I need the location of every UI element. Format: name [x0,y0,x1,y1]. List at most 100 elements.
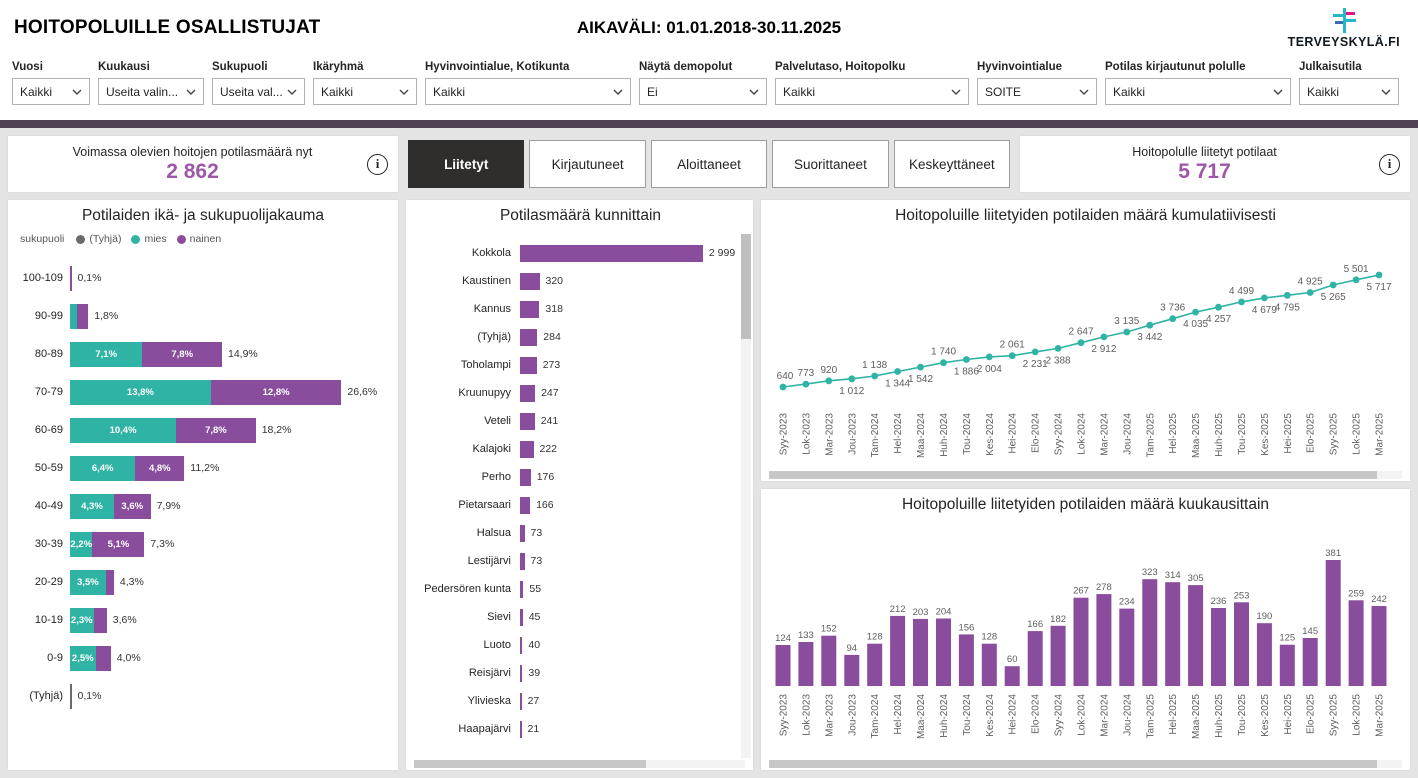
month-bar[interactable] [1188,585,1204,686]
filter-dropdown[interactable]: SOITE [977,78,1097,105]
month-bar[interactable] [958,634,974,686]
data-point[interactable] [917,363,924,371]
bar-segment-tyhja[interactable] [70,683,72,709]
data-point[interactable] [1375,271,1383,279]
filter-dropdown[interactable]: Useita val... [212,78,305,105]
municipality-bar[interactable] [520,356,537,374]
month-bar[interactable] [1302,638,1318,686]
month-bar[interactable] [1279,644,1295,686]
municipality-bar[interactable] [520,636,523,654]
municipality-bar[interactable] [520,468,531,486]
bar-segment-nainen[interactable]: 3,6% [113,493,151,519]
data-point[interactable] [1054,345,1062,352]
month-bar[interactable] [890,615,906,686]
filter-dropdown[interactable]: Kaikki [12,78,90,105]
month-bar[interactable] [936,618,951,687]
municipality-bar[interactable] [520,524,525,542]
data-point[interactable] [1123,328,1131,336]
tab-liitetyt[interactable]: Liitetyt [408,140,525,188]
scrollbar-thumb[interactable] [741,234,751,339]
municipality-bar[interactable] [520,412,535,430]
month-bar[interactable] [1348,600,1364,686]
horizontal-scrollbar[interactable] [769,471,1402,479]
bar-segment-mies[interactable]: 3,5% [70,569,106,595]
municipality-bar[interactable] [520,608,523,626]
bar-segment-mies[interactable]: 10,4% [70,417,177,443]
data-point[interactable] [1008,352,1016,360]
bar-segment-mies[interactable]: 2,5% [70,645,96,671]
data-point[interactable] [894,368,901,375]
data-point[interactable] [1146,321,1154,329]
municipality-bar[interactable] [520,720,522,738]
filter-dropdown[interactable]: Ei [639,78,767,105]
municipality-bar[interactable] [520,244,703,262]
month-bar[interactable] [1004,666,1020,686]
scrollbar-thumb[interactable] [769,471,1377,479]
month-bar[interactable] [1096,594,1112,686]
filter-dropdown[interactable]: Kaikki [425,78,631,105]
bar-segment-nainen[interactable] [77,303,89,329]
month-bar[interactable] [1073,597,1089,686]
data-point[interactable] [963,356,970,363]
filter-dropdown[interactable]: Kaikki [1105,78,1291,105]
bar-segment-mies[interactable]: 4,3% [70,493,114,519]
municipality-bar[interactable] [520,300,540,318]
tab-keskeyttaneet[interactable]: Keskeyttäneet [893,140,1011,188]
municipality-bar[interactable] [520,692,522,710]
legend-item-nainen[interactable]: nainen [176,233,221,245]
municipality-bar[interactable] [520,552,525,570]
data-point[interactable] [848,375,856,383]
data-point[interactable] [1077,339,1085,347]
bar-segment-nainen[interactable]: 4,8% [135,455,185,481]
month-bar[interactable] [798,642,814,686]
data-point[interactable] [779,383,787,391]
bar-segment-nainen[interactable] [95,645,111,671]
filter-dropdown[interactable]: Kaikki [313,78,417,105]
data-point[interactable] [802,380,810,388]
tab-suorittaneet[interactable]: Suorittaneet [772,140,889,188]
horizontal-scrollbar[interactable] [769,760,1402,768]
legend-item-mies[interactable]: mies [131,233,167,245]
municipality-bar[interactable] [520,496,531,514]
data-point[interactable] [1192,308,1199,316]
data-point[interactable] [1169,315,1177,323]
bar-segment-nainen[interactable] [105,569,114,595]
info-icon[interactable]: i [1379,153,1400,175]
data-point[interactable] [871,372,879,380]
tab-aloittaneet[interactable]: Aloittaneet [650,140,768,188]
scrollbar-thumb[interactable] [414,760,646,768]
municipality-bar[interactable] [520,328,538,346]
data-point[interactable] [985,353,993,361]
tab-kirjautuneet[interactable]: Kirjautuneet [529,140,646,188]
bar-segment-nainen[interactable]: 5,1% [92,531,145,557]
municipality-bar[interactable] [520,664,523,682]
month-bar[interactable] [913,618,928,686]
municipality-bar[interactable] [520,272,540,290]
month-bar[interactable] [821,635,837,686]
municipality-bar[interactable] [520,440,534,458]
municipality-bar[interactable] [520,580,524,598]
data-point[interactable] [825,377,833,385]
month-bar[interactable] [775,645,791,686]
month-bar[interactable] [1027,631,1043,686]
data-point[interactable] [1261,294,1268,302]
data-point[interactable] [1283,291,1291,299]
legend-item-tyhja[interactable]: (Tyhjä) [76,233,121,245]
month-bar[interactable] [1142,579,1158,686]
bar-segment-mies[interactable]: 7,1% [70,341,143,367]
month-bar[interactable] [1050,625,1066,686]
bar-segment-mies[interactable]: 6,4% [70,455,136,481]
scrollbar-thumb[interactable] [769,760,1377,768]
month-bar[interactable] [867,643,883,686]
month-bar[interactable] [844,654,860,686]
bar-segment-mies[interactable]: 13,8% [70,379,211,405]
filter-dropdown[interactable]: Useita valin... [98,78,204,105]
data-point[interactable] [940,359,947,367]
month-bar[interactable] [1256,623,1272,686]
month-bar[interactable] [1165,582,1181,686]
month-bar[interactable] [1371,606,1387,686]
bar-segment-nainen[interactable] [93,607,107,633]
bar-segment-nainen[interactable] [70,265,72,291]
bar-segment-nainen[interactable]: 12,8% [210,379,342,405]
info-icon[interactable]: i [367,153,388,175]
